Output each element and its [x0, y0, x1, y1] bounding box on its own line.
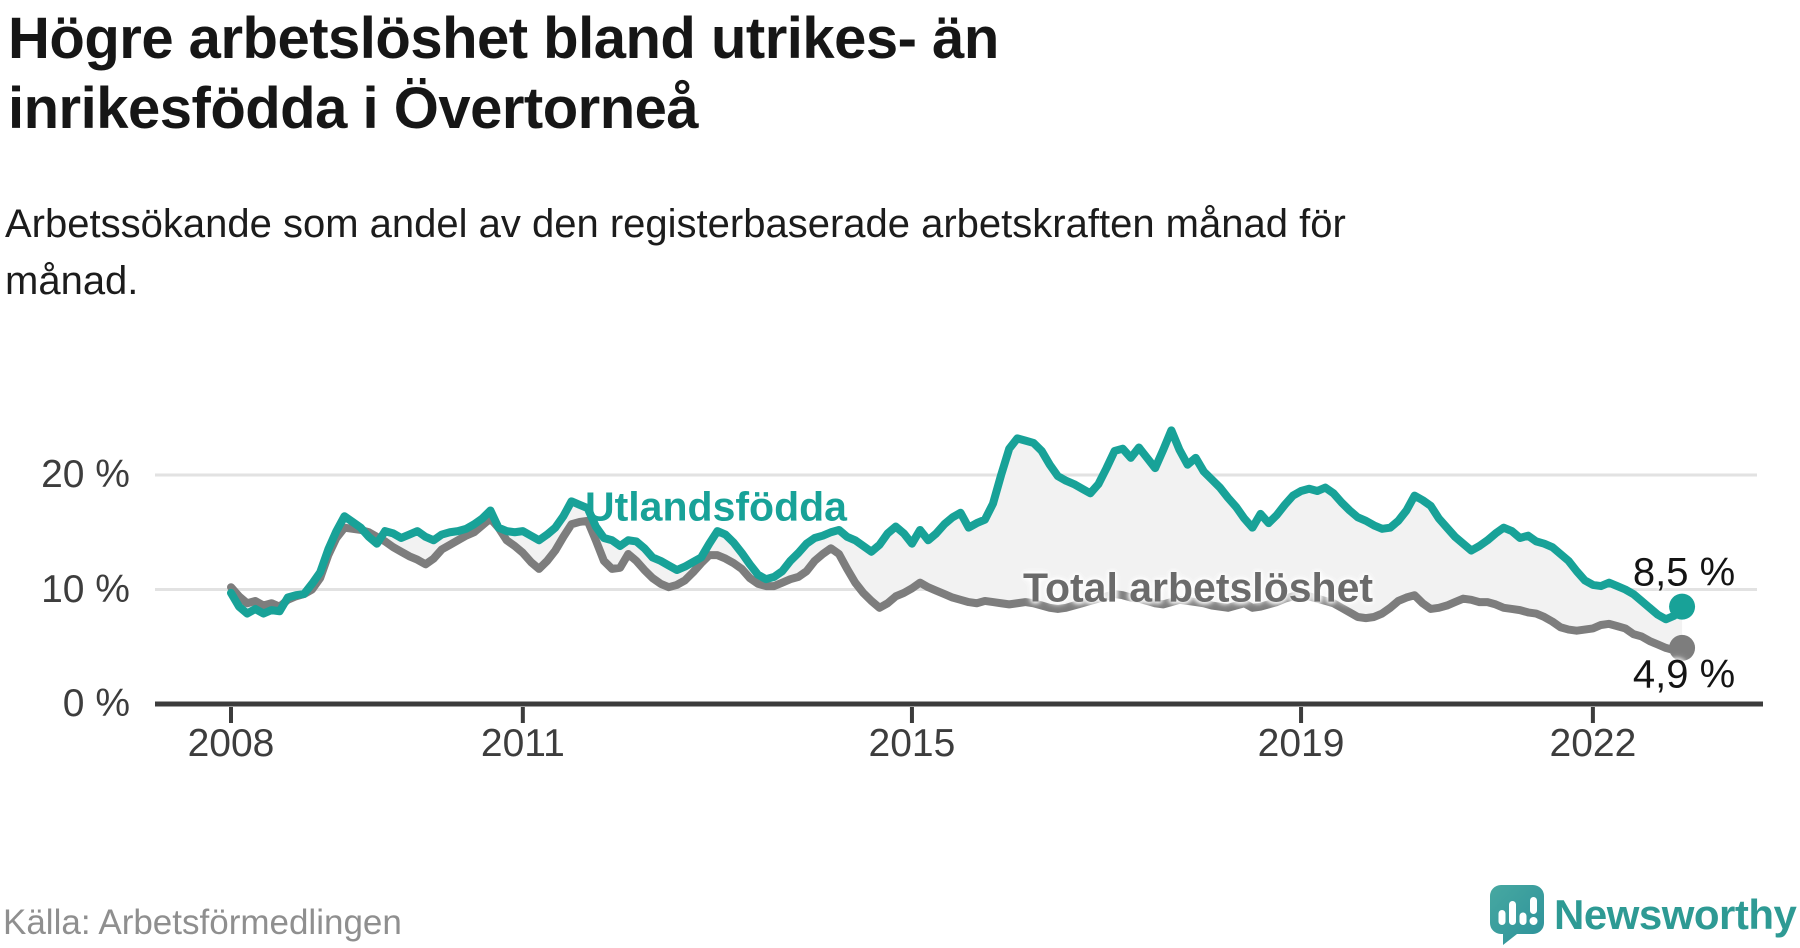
x-axis-label: 2008 [187, 722, 275, 765]
subtitle-line-2: månad. [5, 259, 139, 304]
series-line-utlandsfodda [227, 426, 1687, 624]
x-axis-label: 2015 [868, 722, 956, 765]
subtitle-line-1: Arbetssökande som andel av den registerb… [5, 202, 1346, 246]
newsworthy-logo: Newsworthy [1489, 883, 1799, 947]
end-value-total: 4,9 % [1632, 652, 1736, 697]
newsworthy-bubble-chart-icon [1490, 885, 1544, 945]
x-axis-label: 2019 [1257, 722, 1345, 765]
series-line-total [227, 514, 1687, 655]
chart-subtitle: Arbetssökande som andel av den registerb… [5, 196, 1525, 310]
title-line-2: inrikesfödda i Övertorneå [8, 76, 699, 142]
y-axis-label: 0 % [62, 682, 130, 725]
series-label-utlandsfodda: Utlandsfödda [585, 483, 847, 530]
end-dot-utlandsfodda [1669, 593, 1696, 620]
newsworthy-wordmark: Newsworthy [1554, 891, 1797, 938]
y-axis-label: 20 % [41, 453, 130, 496]
series-label-total: Total arbetslöshet [1022, 564, 1374, 611]
x-axis-label: 2022 [1549, 722, 1637, 765]
source-note: Källa: Arbetsförmedlingen [3, 903, 402, 942]
end-dot-total [1669, 634, 1696, 661]
title-line-1: Högre arbetslöshet bland utrikes- än [8, 6, 999, 71]
x-axis-label: 2011 [480, 722, 565, 765]
end-value-utlandsfodda: 8,5 % [1632, 550, 1736, 595]
page-title: Högre arbetslöshet bland utrikes- än inr… [8, 4, 1288, 144]
y-axis-label: 10 % [41, 567, 130, 611]
